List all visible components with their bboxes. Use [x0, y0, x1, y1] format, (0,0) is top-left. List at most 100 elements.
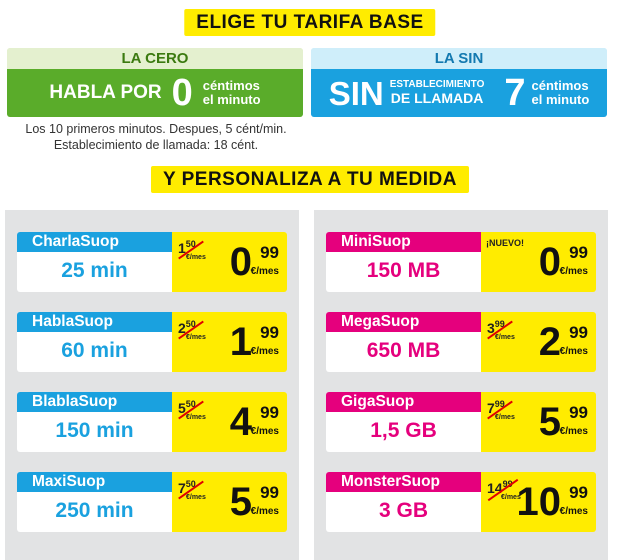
old-price-int: 1	[178, 240, 186, 256]
plan-cero-text: HABLA POR	[49, 82, 162, 103]
data-card[interactable]: MonsterSuop 3 GB 1499€/mes 10 99 €/mes	[326, 472, 596, 532]
plan-sin-text: SIN	[328, 74, 384, 112]
title-custom: Y PERSONALIZA A TU MEDIDA	[151, 166, 469, 193]
plan-cero-number: 0	[171, 72, 193, 114]
new-price: 10 99 €/mes	[506, 478, 589, 526]
old-price: 399 €/mes	[487, 319, 515, 341]
old-price: 750 €/mes	[178, 479, 206, 501]
new-price-dec: 99	[569, 243, 588, 262]
new-price-int: 2	[538, 320, 561, 364]
old-price-dec: 50	[185, 399, 196, 409]
old-price-dec: 50	[185, 319, 196, 329]
new-price-unit: €/mes	[250, 266, 279, 277]
new-price-int: 4	[229, 400, 252, 444]
new-price: 4 99 €/mes	[209, 398, 279, 446]
new-price-unit: €/mes	[559, 506, 588, 517]
plan-sin-body: SIN ESTABLECIMIENTO DE LLAMADA 7 céntimo…	[311, 69, 607, 117]
data-card[interactable]: GigaSuop 1,5 GB 799 €/mes 5 99 €/mes	[326, 392, 596, 452]
old-price-dec: 50	[185, 479, 196, 489]
plan-sin-number: 7	[504, 72, 526, 114]
old-price-dec: 99	[494, 319, 505, 329]
plan-notes: Los 10 primeros minutos. Despues, 5 cént…	[6, 121, 306, 153]
note-line-1: Los 10 primeros minutos. Despues, 5 cént…	[25, 122, 287, 136]
note-line-2: Establecimiento de llamada: 18 cént.	[53, 138, 259, 152]
plan-cero-title: LA CERO	[7, 48, 303, 69]
plan-sin-small-2: DE LLAMADA	[390, 89, 484, 106]
old-price: 799 €/mes	[487, 399, 515, 421]
new-price: 5 99 €/mes	[518, 398, 588, 446]
plan-cero-unit-1: céntimos	[202, 78, 260, 94]
old-price-unit: €/mes	[495, 414, 515, 421]
voice-card[interactable]: CharlaSuop 25 min 150 €/mes 0 99 €/mes	[17, 232, 287, 292]
new-price-int: 0	[538, 240, 561, 284]
plan-sin-unit-1: céntimos	[531, 78, 589, 94]
plan-sin-small: ESTABLECIMIENTO DE LLAMADA	[389, 79, 485, 106]
old-price-int: 7	[487, 400, 495, 416]
new-price-unit: €/mes	[250, 506, 279, 517]
old-price: 250 €/mes	[178, 319, 206, 341]
new-price-unit: €/mes	[559, 346, 588, 357]
old-price-int: 7	[178, 480, 186, 496]
data-card-value: 1,5 GB	[370, 419, 437, 442]
data-card-value: 3 GB	[378, 499, 428, 522]
old-price-dec: 99	[494, 399, 505, 409]
old-price: 1499€/mes	[487, 478, 521, 502]
voice-card-name: MaxiSuop	[17, 472, 172, 492]
data-card-name: MegaSuop	[326, 312, 481, 332]
old-price-unit: €/mes	[186, 414, 206, 421]
new-price: 0 99 €/mes	[209, 238, 279, 286]
old-price-int: 2	[178, 320, 186, 336]
old-price: 550 €/mes	[178, 399, 206, 421]
voice-card[interactable]: MaxiSuop 250 min 750 €/mes 5 99 €/mes	[17, 472, 287, 532]
new-price: 0 99 €/mes	[518, 238, 588, 286]
plan-sin-card[interactable]: LA SIN SIN ESTABLECIMIENTO DE LLAMADA 7 …	[311, 48, 607, 117]
voice-card-value: 150 min	[55, 419, 134, 442]
voice-card[interactable]: BlablaSuop 150 min 550 €/mes 4 99 €/mes	[17, 392, 287, 452]
data-card-name: MiniSuop	[326, 232, 481, 252]
new-price-dec: 99	[260, 243, 279, 262]
voice-card-value: 250 min	[55, 499, 134, 522]
new-price-int: 0	[229, 240, 252, 284]
plan-sin-unit: céntimos el minuto	[532, 79, 590, 106]
new-price-dec: 99	[569, 483, 588, 502]
new-price-dec: 99	[569, 323, 588, 342]
voice-card-value: 60 min	[61, 339, 128, 362]
new-price-dec: 99	[569, 403, 588, 422]
plan-sin-title: LA SIN	[311, 48, 607, 69]
plan-sin-small-1: ESTABLECIMIENTO	[389, 79, 485, 90]
new-price: 2 99 €/mes	[518, 318, 588, 366]
data-card[interactable]: MegaSuop 650 MB 399 €/mes 2 99 €/mes	[326, 312, 596, 372]
voice-bonus-panel: CharlaSuop 25 min 150 €/mes 0 99 €/mes Habla…	[5, 210, 299, 560]
old-price-unit: €/mes	[186, 334, 206, 341]
voice-card-name: CharlaSuop	[17, 232, 172, 252]
new-price-dec: 99	[260, 483, 279, 502]
data-card-value: 150 MB	[366, 259, 441, 282]
new-price-unit: €/mes	[559, 266, 588, 277]
voice-card[interactable]: HablaSuop 60 min 250 €/mes 1 99 €/mes	[17, 312, 287, 372]
plan-cero-card[interactable]: LA CERO HABLA POR 0 céntimos el minuto	[7, 48, 303, 117]
new-badge: ¡NUEVO!	[486, 238, 524, 248]
data-card-value: 650 MB	[366, 339, 441, 362]
data-bonus-panel: MiniSuop 150 MB ¡NUEVO! 0 99 €/mes MegaSuop…	[314, 210, 608, 560]
old-price-unit: €/mes	[186, 494, 206, 501]
data-card-name: GigaSuop	[326, 392, 481, 412]
old-price-unit: €/mes	[186, 254, 206, 261]
title-base: ELIGE TU TARIFA BASE	[184, 9, 436, 36]
data-card[interactable]: MiniSuop 150 MB ¡NUEVO! 0 99 €/mes	[326, 232, 596, 292]
new-price-int: 1	[229, 320, 252, 364]
plan-cero-unit-2: el minuto	[202, 92, 261, 107]
data-card-name: MonsterSuop	[326, 472, 481, 492]
new-price: 1 99 €/mes	[209, 318, 279, 366]
old-price: 150 €/mes	[178, 239, 206, 261]
voice-card-name: HablaSuop	[17, 312, 172, 332]
voice-card-value: 25 min	[61, 259, 128, 282]
old-price-unit: €/mes	[501, 494, 521, 501]
new-price-int: 5	[229, 480, 252, 524]
old-price-int: 3	[487, 320, 495, 336]
plan-cero-body: HABLA POR 0 céntimos el minuto	[7, 69, 303, 117]
new-price-unit: €/mes	[250, 426, 279, 437]
new-price-unit: €/mes	[559, 426, 588, 437]
new-price-unit: €/mes	[250, 346, 279, 357]
plan-cero-unit: céntimos el minuto	[203, 79, 261, 106]
old-price-int: 5	[178, 400, 186, 416]
